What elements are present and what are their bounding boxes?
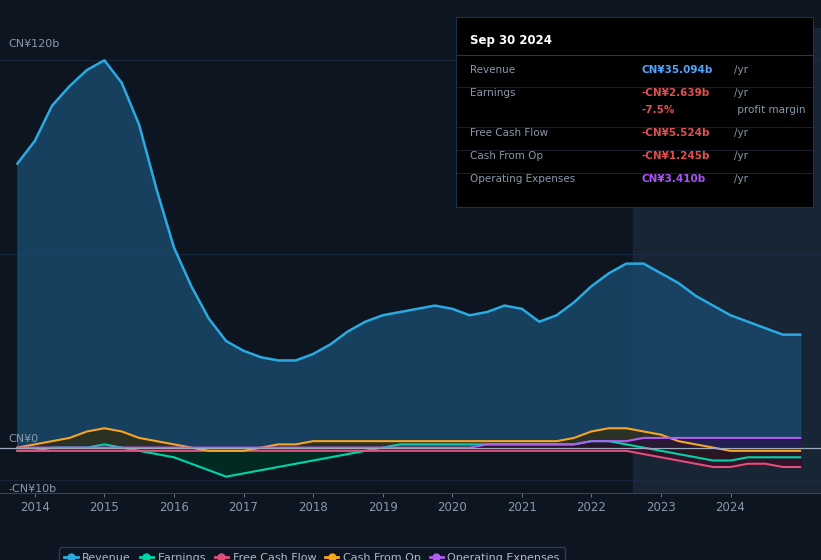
Text: profit margin: profit margin <box>734 105 805 115</box>
Text: Revenue: Revenue <box>470 65 515 75</box>
Text: -7.5%: -7.5% <box>641 105 675 115</box>
Text: CN¥120b: CN¥120b <box>8 39 59 49</box>
Text: -CN¥2.639b: -CN¥2.639b <box>641 88 709 98</box>
Text: /yr: /yr <box>734 88 748 98</box>
Text: -CN¥5.524b: -CN¥5.524b <box>641 128 710 138</box>
Legend: Revenue, Earnings, Free Cash Flow, Cash From Op, Operating Expenses: Revenue, Earnings, Free Cash Flow, Cash … <box>58 547 566 560</box>
Text: -CN¥1.245b: -CN¥1.245b <box>641 151 710 161</box>
Text: -CN¥10b: -CN¥10b <box>8 484 57 493</box>
Text: Operating Expenses: Operating Expenses <box>470 174 576 184</box>
Text: /yr: /yr <box>734 174 748 184</box>
Text: CN¥35.094b: CN¥35.094b <box>641 65 713 75</box>
Text: CN¥3.410b: CN¥3.410b <box>641 174 705 184</box>
Text: Earnings: Earnings <box>470 88 516 98</box>
Text: CN¥0: CN¥0 <box>8 434 39 444</box>
Text: /yr: /yr <box>734 65 748 75</box>
Text: Free Cash Flow: Free Cash Flow <box>470 128 548 138</box>
Text: Cash From Op: Cash From Op <box>470 151 543 161</box>
Bar <box>633 28 821 493</box>
Text: Sep 30 2024: Sep 30 2024 <box>470 34 552 47</box>
Text: /yr: /yr <box>734 151 748 161</box>
Text: /yr: /yr <box>734 128 748 138</box>
